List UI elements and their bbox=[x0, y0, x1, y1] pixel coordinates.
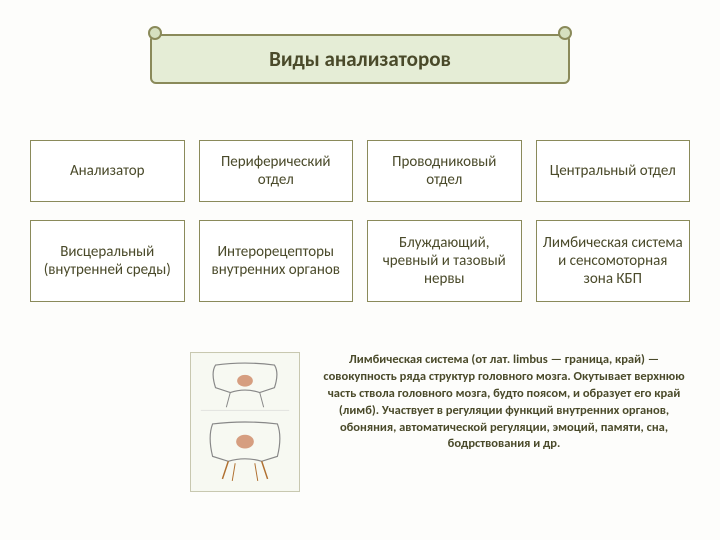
cell-conductor: Блуждающий, чревный и тазовый нервы bbox=[367, 220, 522, 302]
header-central: Центральный отдел bbox=[536, 140, 691, 202]
footer-section: Лимбическая система (от лат. limbus — гр… bbox=[190, 352, 690, 492]
header-analyzer: Анализатор bbox=[30, 140, 185, 202]
header-peripheral: Периферический отдел bbox=[199, 140, 354, 202]
cell-analyzer-name: Висцеральный (внутренней среды) bbox=[30, 220, 185, 302]
data-row-visceral: Висцеральный (внутренней среды) Интероре… bbox=[30, 220, 690, 302]
scroll-ornament-left bbox=[148, 26, 162, 40]
header-row: Анализатор Периферический отдел Проводни… bbox=[30, 140, 690, 202]
cell-central: Лимбическая система и сенсомоторная зона… bbox=[536, 220, 691, 302]
anatomical-diagram bbox=[190, 352, 300, 492]
limbic-description: Лимбическая система (от лат. limbus — гр… bbox=[318, 352, 690, 453]
cell-peripheral: Интерорецепторы внутренних органов bbox=[199, 220, 354, 302]
title-banner: Виды анализаторов bbox=[150, 34, 570, 84]
analyzer-table: Анализатор Периферический отдел Проводни… bbox=[30, 140, 690, 320]
scroll-ornament-right bbox=[558, 26, 572, 40]
page-title: Виды анализаторов bbox=[150, 34, 570, 84]
header-conductor: Проводниковый отдел bbox=[367, 140, 522, 202]
